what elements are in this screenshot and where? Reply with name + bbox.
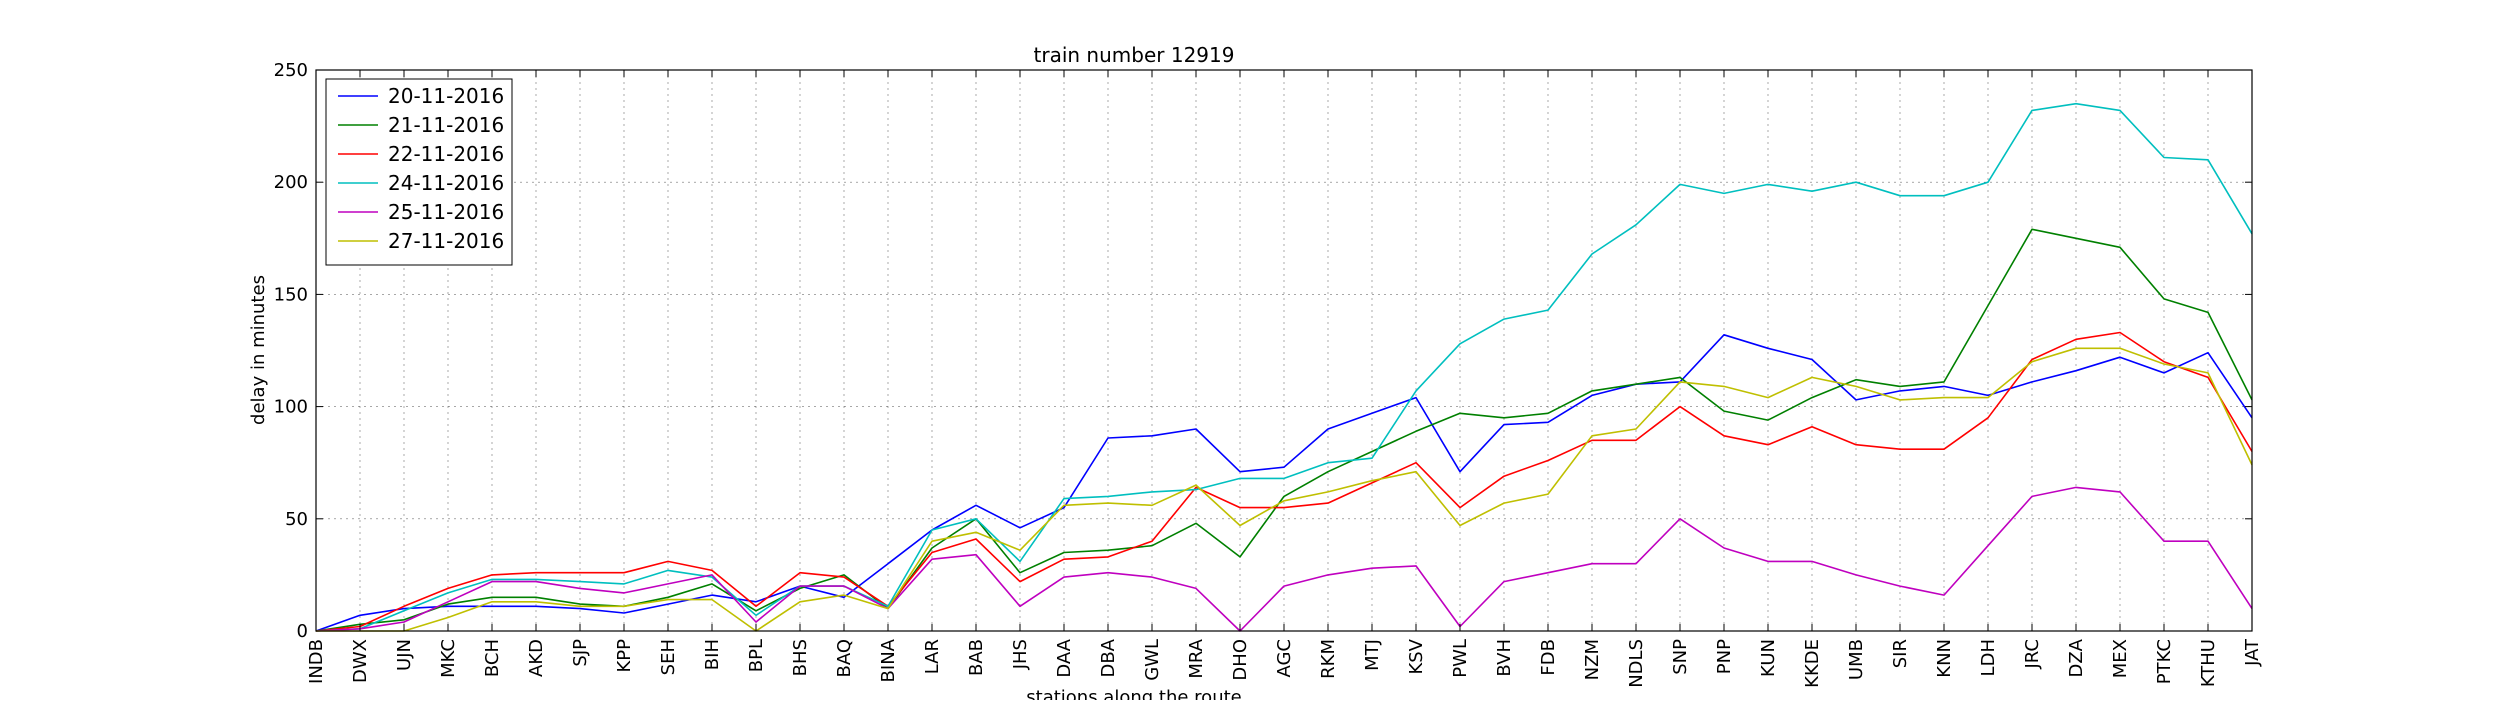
x-tick-label: KTHU	[2198, 639, 2219, 687]
x-tick-label: LAR	[922, 639, 943, 674]
x-tick-label: PNP	[1714, 639, 1735, 674]
x-tick-label: SJP	[570, 639, 591, 667]
x-tick-label: BPL	[746, 639, 767, 672]
y-tick-label: 100	[274, 397, 308, 418]
legend-entry: 25-11-2016	[388, 200, 504, 224]
x-tick-label: AKD	[526, 639, 547, 677]
legend-entry: 27-11-2016	[388, 229, 504, 253]
y-tick-label: 50	[285, 509, 308, 530]
x-tick-label: NDLS	[1626, 639, 1647, 688]
x-tick-label: KKDE	[1802, 639, 1823, 688]
x-tick-label: FDB	[1538, 639, 1559, 676]
x-tick-label: BCH	[482, 639, 503, 677]
legend-entry: 20-11-2016	[388, 84, 504, 108]
x-tick-label: JHS	[1010, 639, 1031, 670]
tick-layer: INDB DWX UJN MKC BCH AKD SJP KPP SEH BIH BPL BHS BAQ…	[274, 60, 2263, 688]
x-tick-label: SIR	[1890, 639, 1911, 668]
series-line	[315, 331, 2253, 632]
x-tick-label: SNP	[1670, 639, 1691, 675]
legend-entry: 24-11-2016	[388, 171, 504, 195]
x-tick-label: KPP	[614, 639, 635, 673]
series-line	[315, 486, 2253, 632]
x-tick-label: PWL	[1450, 639, 1471, 678]
x-tick-label: NZM	[1582, 639, 1603, 680]
x-tick-label: BAQ	[834, 639, 855, 678]
x-tick-label: BINA	[878, 638, 899, 682]
x-tick-label: JRC	[2022, 639, 2043, 670]
y-tick-label: 250	[274, 60, 308, 81]
x-tick-label: KSV	[1406, 638, 1427, 674]
legend-entry: 21-11-2016	[388, 113, 504, 137]
series-line	[316, 347, 2253, 632]
chart-title: train number 12919	[1034, 43, 1235, 67]
y-axis-label: delay in minutes	[248, 275, 269, 425]
x-tick-label: SEH	[658, 639, 679, 675]
x-tick-label: KNN	[1934, 639, 1955, 678]
y-tick-label: 0	[297, 621, 308, 642]
series-line	[315, 333, 2253, 632]
x-axis-label: stations along the route	[1026, 687, 1241, 700]
x-tick-label: DWX	[350, 639, 371, 683]
x-tick-label: MRA	[1186, 638, 1207, 678]
x-tick-label: UMB	[1846, 639, 1867, 680]
y-tick-label: 150	[274, 284, 308, 305]
x-tick-label: BHS	[790, 639, 811, 676]
x-tick-label: DHO	[1230, 639, 1251, 681]
legend-box	[325, 78, 513, 266]
x-tick-label: GWL	[1142, 639, 1163, 681]
series-line	[315, 102, 2253, 632]
x-tick-label: PTKC	[2154, 639, 2175, 684]
x-tick-label: UJN	[394, 639, 415, 671]
x-tick-label: JAT	[2242, 638, 2263, 667]
legend: 20-11-2016 21-11-2016 22-11-2016 24-11-2016…	[325, 78, 513, 266]
x-tick-label: MEX	[2110, 639, 2131, 678]
x-tick-label: KUN	[1758, 639, 1779, 677]
x-tick-label: MTJ	[1362, 639, 1383, 671]
series-layer	[315, 102, 2253, 632]
grid-layer	[316, 70, 2252, 631]
x-tick-label: DBA	[1098, 638, 1119, 677]
x-tick-label: BAB	[966, 639, 987, 676]
x-tick-label: BIH	[702, 639, 723, 670]
legend-entry: 22-11-2016	[388, 142, 504, 166]
x-tick-label: AGC	[1274, 639, 1295, 678]
x-tick-label: DZA	[2066, 638, 2087, 677]
x-tick-label: LDH	[1978, 639, 1999, 676]
x-tick-label: DAA	[1054, 638, 1075, 677]
x-tick-label: BVH	[1494, 639, 1515, 677]
x-tick-label: RKM	[1318, 639, 1339, 679]
y-tick-label: 200	[274, 172, 308, 193]
x-tick-label: MKC	[438, 639, 459, 678]
x-tick-label: INDB	[306, 639, 327, 684]
